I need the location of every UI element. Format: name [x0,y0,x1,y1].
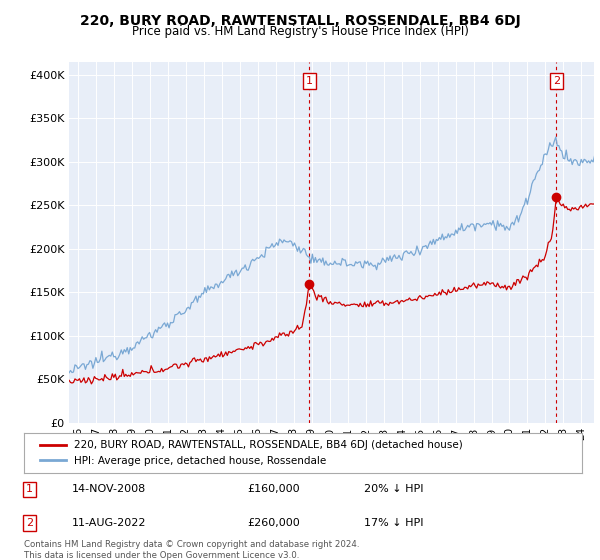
Text: Price paid vs. HM Land Registry's House Price Index (HPI): Price paid vs. HM Land Registry's House … [131,25,469,38]
Text: 1: 1 [306,76,313,86]
Text: £160,000: £160,000 [247,484,300,494]
Text: 20% ↓ HPI: 20% ↓ HPI [364,484,424,494]
Text: 17% ↓ HPI: 17% ↓ HPI [364,518,424,528]
Text: 220, BURY ROAD, RAWTENSTALL, ROSSENDALE, BB4 6DJ: 220, BURY ROAD, RAWTENSTALL, ROSSENDALE,… [80,14,520,28]
Text: 11-AUG-2022: 11-AUG-2022 [71,518,146,528]
Text: 1: 1 [26,484,33,494]
Text: 14-NOV-2008: 14-NOV-2008 [71,484,146,494]
Text: 2: 2 [553,76,560,86]
Legend: 220, BURY ROAD, RAWTENSTALL, ROSSENDALE, BB4 6DJ (detached house), HPI: Average : 220, BURY ROAD, RAWTENSTALL, ROSSENDALE,… [35,435,469,471]
Text: Contains HM Land Registry data © Crown copyright and database right 2024.
This d: Contains HM Land Registry data © Crown c… [24,540,359,560]
Text: £260,000: £260,000 [247,518,300,528]
Text: 2: 2 [26,518,33,528]
